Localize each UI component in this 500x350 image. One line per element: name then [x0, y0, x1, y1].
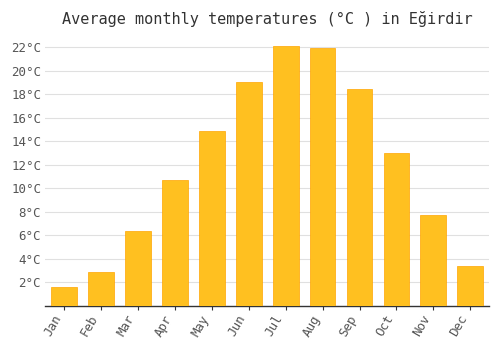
Bar — [125, 231, 150, 306]
Bar — [346, 89, 372, 306]
Bar — [88, 272, 114, 306]
Bar — [162, 180, 188, 306]
Bar — [236, 82, 262, 306]
Title: Average monthly temperatures (°C ) in Eğirdir: Average monthly temperatures (°C ) in Eğ… — [62, 11, 472, 27]
Bar — [384, 153, 409, 306]
Bar — [51, 287, 76, 306]
Bar — [272, 46, 298, 306]
Bar — [198, 131, 224, 306]
Bar — [310, 48, 336, 306]
Bar — [420, 215, 446, 306]
Bar — [458, 266, 483, 306]
